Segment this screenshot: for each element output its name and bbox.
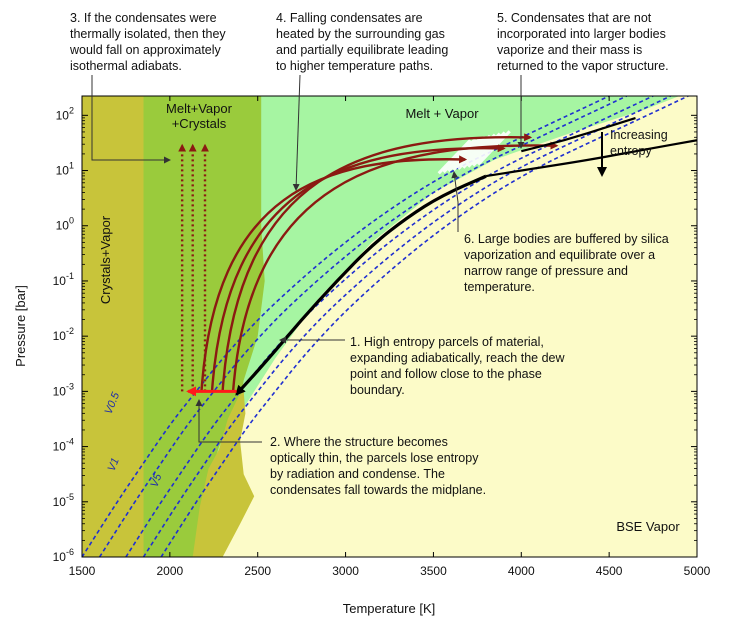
isothermal-paths xyxy=(178,143,209,392)
adiabat-line xyxy=(98,96,628,557)
annotation-a2: 2. Where the structure becomes optically … xyxy=(270,435,486,497)
condensate-arc xyxy=(231,141,559,392)
y-tick-label: 100 xyxy=(56,216,74,233)
annotation-a1: 1. High entropy parcels of material, expa… xyxy=(350,335,565,397)
y-axis-ticks: 102 101 100 10-1 10-2 10-3 10-4 10-5 10-6 xyxy=(53,105,697,564)
annotation-a5: 5. Condensates that are not incorporated … xyxy=(497,11,669,73)
label-crystals-vapor: Crystals+Vapor xyxy=(98,215,113,304)
annotation-entropy: Increasing entropy xyxy=(610,128,668,158)
region-melt-vapor-crystals xyxy=(143,96,265,557)
condensate-arc xyxy=(200,155,468,392)
x-tick-label: 3000 xyxy=(332,564,359,578)
y-tick-label: 10-5 xyxy=(53,492,74,509)
leader-lines xyxy=(91,74,525,443)
x-tick-label: 3500 xyxy=(420,564,447,578)
increasing-entropy-curve xyxy=(485,139,697,178)
equilibration-line xyxy=(447,136,482,173)
x-tick-label: 4000 xyxy=(508,564,535,578)
annotation-a6: 6. Large bodies are buffered by silica va… xyxy=(464,232,669,294)
adiabat-line xyxy=(142,96,671,557)
x-tick-label: 5000 xyxy=(684,564,711,578)
equilibration-line xyxy=(437,139,472,175)
label-bse-vapor: BSE Vapor xyxy=(616,519,680,534)
x-tick-label: 2500 xyxy=(244,564,271,578)
leader-4 xyxy=(292,74,301,191)
x-tick-label: 4500 xyxy=(596,564,623,578)
x-axis-label: Temperature [K] xyxy=(343,601,436,616)
adiabat-line xyxy=(125,96,654,557)
condensate-paths xyxy=(200,133,559,392)
y-tick-label: 102 xyxy=(56,105,74,122)
condensate-arc xyxy=(221,133,533,392)
y-tick-label: 10-6 xyxy=(53,547,74,564)
x-axis-ticks: 1500 2000 2500 3000 3500 4000 4500 5000 xyxy=(69,96,711,578)
condensate-arc xyxy=(210,144,506,392)
region-crystals-vapor xyxy=(82,96,144,557)
adiabat-label-v5: V5 xyxy=(149,471,165,489)
region-crystals-bulge xyxy=(192,391,255,557)
leader-6 xyxy=(451,171,459,232)
adiabat-label-v1: V1 xyxy=(106,456,122,473)
leader-2 xyxy=(195,399,262,443)
y-tick-label: 10-1 xyxy=(53,271,74,288)
equilibration-line xyxy=(457,134,492,170)
annotation-a3: 3. If the condensates were thermally isol… xyxy=(69,11,226,73)
x-tick-label: 2000 xyxy=(157,564,184,578)
annotation-a4: 4. Falling condensates are heated by the … xyxy=(276,11,448,73)
label-melt-vapor: Melt + Vapor xyxy=(405,106,479,121)
y-axis-label: Pressure [bar] xyxy=(13,285,28,367)
adiabat-lines xyxy=(82,96,689,557)
equilibration-line xyxy=(462,133,497,169)
y-tick-label: 10-4 xyxy=(53,437,74,454)
adiabat-line xyxy=(82,96,610,557)
upper-trajectory-curve xyxy=(521,117,636,153)
y-tick-label: 10-2 xyxy=(53,326,74,343)
y-tick-label: 10-3 xyxy=(53,381,74,398)
equilibration-line xyxy=(467,132,501,168)
y-tick-label: 101 xyxy=(56,161,74,178)
x-tick-label: 1500 xyxy=(69,564,96,578)
annotations: 3. If the condensates were thermally isol… xyxy=(69,11,669,497)
label-melt-vapor-crystals: Melt+Vapor +Crystals xyxy=(166,101,233,131)
plot-area xyxy=(82,96,697,557)
adiabat-line xyxy=(160,96,689,557)
plot-frame xyxy=(81,95,698,558)
leader-3 xyxy=(91,75,171,164)
equilibration-line xyxy=(452,135,487,172)
